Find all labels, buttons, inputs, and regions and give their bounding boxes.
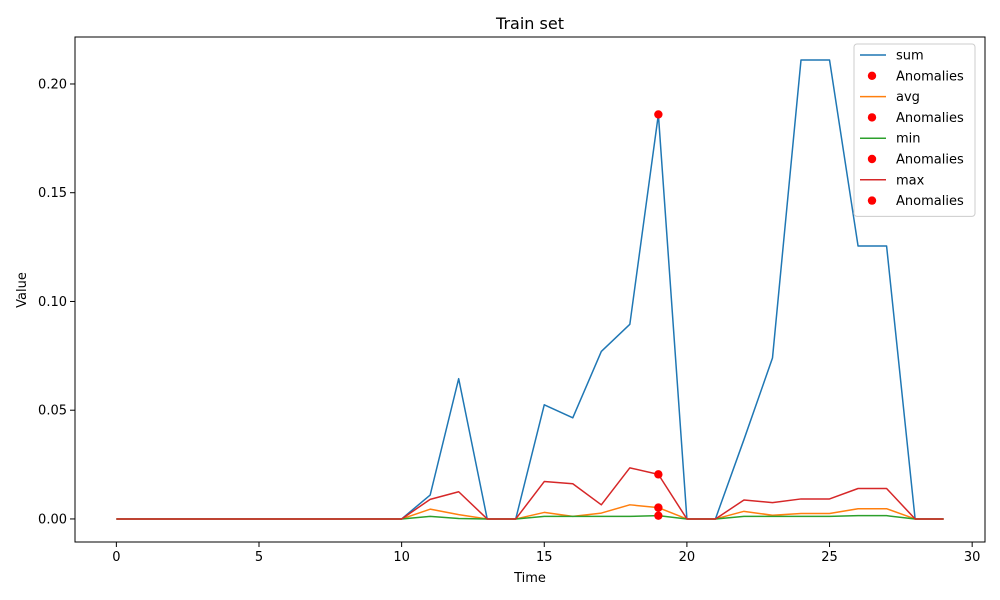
legend-label: max [896,173,925,188]
y-tick-label: 0.15 [38,186,67,201]
x-tick-label: 20 [679,550,696,565]
y-axis-label: Value [15,272,30,308]
legend-label: Anomalies [896,69,964,84]
legend-marker-anomalies [867,71,877,81]
x-tick-label: 10 [393,550,410,565]
anomaly-point [654,110,663,119]
plot-area: 0 5 10 15 20 25 30 0.00 0.05 0.10 0.15 0.20 sum Anoma… [38,36,986,565]
y-tick-label: 0.20 [38,77,67,92]
legend-marker-anomalies [867,113,877,122]
anomaly-point [654,503,663,512]
y-tick-label: 0.05 [38,404,67,419]
anomaly-point [654,511,663,520]
legend-label: min [896,132,921,147]
legend-marker-anomalies [867,154,877,164]
legend-label: Anomalies [896,111,964,126]
chart-title: Train set [495,14,564,33]
axes-frame [74,36,986,543]
y-tick-label: 0.00 [38,512,67,527]
legend-label: Anomalies [896,194,964,209]
anomaly-point [654,470,663,479]
x-tick-label: 30 [964,550,981,565]
x-tick-label: 15 [536,550,553,565]
x-tick-label: 5 [255,550,263,565]
x-axis-label: Time [513,571,546,586]
legend-label: sum [896,49,924,64]
legend-label: avg [896,90,920,105]
x-tick-label: 0 [112,550,120,565]
y-tick-label: 0.10 [38,295,67,310]
series-line-max [116,467,944,520]
legend-marker-anomalies [867,196,877,205]
legend-box [853,43,976,217]
legend-label: Anomalies [896,153,964,168]
x-tick-label: 25 [821,550,838,565]
series-line-sum [116,59,944,520]
